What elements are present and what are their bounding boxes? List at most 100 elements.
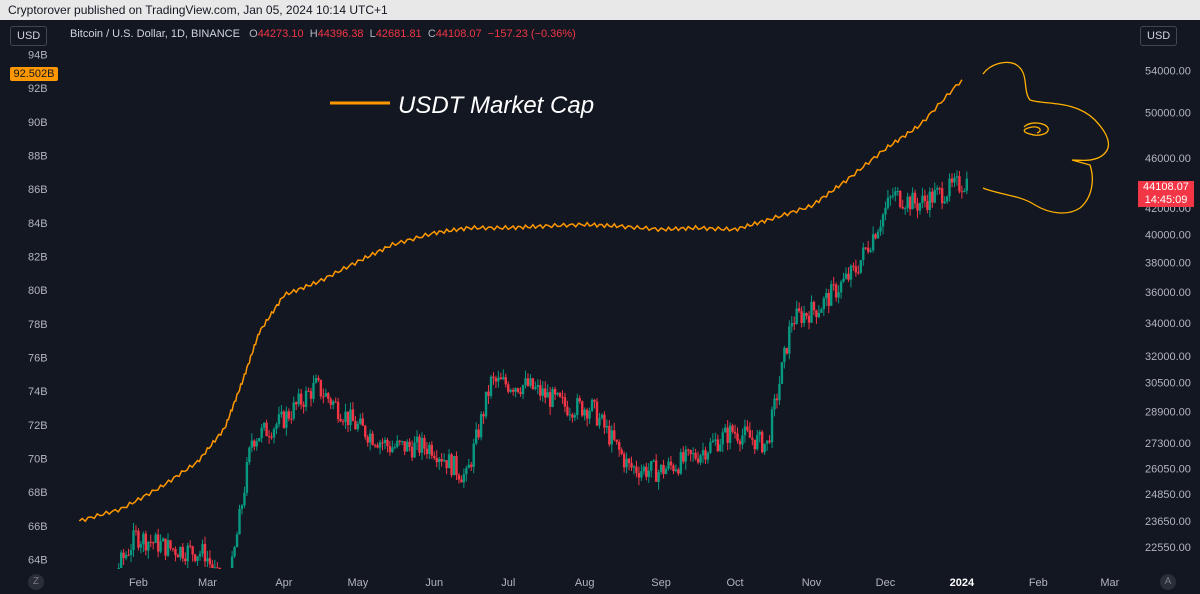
symbol-legend: Bitcoin / U.S. Dollar, 1D, BINANCE O4427… bbox=[70, 28, 576, 40]
candle-body bbox=[122, 552, 125, 559]
candle-body bbox=[129, 550, 133, 556]
btc-candles bbox=[117, 170, 969, 569]
candle-body bbox=[780, 362, 784, 384]
zoom-icon[interactable]: Z bbox=[28, 574, 44, 590]
candle-body bbox=[233, 547, 236, 557]
candle-body bbox=[484, 391, 488, 417]
right-axis-currency-tag[interactable]: USD bbox=[1140, 26, 1178, 46]
candle-body bbox=[349, 409, 352, 426]
candle-body bbox=[617, 441, 621, 450]
candle-body bbox=[652, 460, 655, 462]
candle-body bbox=[487, 391, 490, 396]
candle-body bbox=[669, 461, 673, 466]
candle-body bbox=[356, 423, 360, 430]
candle-body bbox=[933, 189, 936, 203]
left-tick-label: 78B bbox=[28, 319, 48, 331]
low-label: L bbox=[369, 28, 376, 40]
right-tick-label: 46000.00 bbox=[1145, 153, 1191, 165]
candle-body bbox=[899, 190, 902, 207]
symbol-name[interactable]: Bitcoin / U.S. Dollar, 1D, BINANCE bbox=[70, 28, 240, 40]
candle-body bbox=[502, 377, 505, 380]
candle-body bbox=[805, 313, 808, 316]
candle-body bbox=[635, 466, 638, 473]
candle-body bbox=[696, 458, 700, 463]
candle-body bbox=[598, 418, 601, 426]
candle-body bbox=[593, 399, 596, 402]
candle-body bbox=[438, 458, 441, 463]
candle-body bbox=[435, 458, 438, 463]
candle-body bbox=[186, 545, 189, 562]
candle-body bbox=[760, 431, 764, 453]
candle-body bbox=[677, 469, 680, 474]
candle-body bbox=[270, 436, 273, 438]
right-tick-label: 54000.00 bbox=[1145, 66, 1191, 78]
candle-body bbox=[724, 427, 727, 433]
candle-body bbox=[965, 178, 969, 191]
time-tick-label: Nov bbox=[802, 577, 822, 589]
candle-body bbox=[361, 418, 364, 426]
auto-scale-icon[interactable]: A bbox=[1160, 574, 1176, 590]
candle-body bbox=[354, 421, 357, 430]
candle-body bbox=[548, 392, 552, 407]
time-tick-label: Feb bbox=[1029, 577, 1048, 589]
candle-body bbox=[711, 440, 715, 443]
candle-body bbox=[184, 558, 187, 562]
candle-body bbox=[595, 401, 599, 426]
candle-body bbox=[119, 552, 123, 568]
candle-body bbox=[302, 404, 305, 407]
candle-body bbox=[117, 568, 120, 569]
candle-body bbox=[309, 391, 313, 399]
candle-body bbox=[196, 556, 199, 561]
candle-body bbox=[923, 195, 927, 201]
usdt-annotation-text[interactable]: USDT Market Cap bbox=[398, 92, 595, 119]
candle-body bbox=[243, 492, 246, 506]
candle-body bbox=[566, 406, 569, 416]
candle-body bbox=[477, 429, 480, 438]
candle-body bbox=[511, 389, 515, 392]
candle-body bbox=[317, 378, 320, 380]
candle-body bbox=[260, 427, 263, 439]
candle-body bbox=[514, 388, 517, 392]
current-price-tag: 44108.07 bbox=[1138, 181, 1194, 194]
candle-body bbox=[430, 444, 434, 456]
candle-body bbox=[785, 347, 789, 354]
candle-body bbox=[250, 440, 254, 448]
camel-eye bbox=[1023, 122, 1049, 136]
candle-body bbox=[728, 425, 732, 443]
candle-body bbox=[388, 445, 392, 453]
candle-body bbox=[790, 323, 793, 327]
candle-body bbox=[743, 426, 747, 436]
candle-body bbox=[334, 401, 337, 403]
candle-body bbox=[896, 190, 899, 192]
left-axis-currency-tag[interactable]: USD bbox=[10, 26, 48, 46]
candle-body bbox=[410, 446, 414, 458]
candle-body bbox=[679, 452, 683, 474]
candle-body bbox=[423, 437, 426, 449]
candle-body bbox=[465, 468, 468, 475]
candle-body bbox=[398, 440, 401, 442]
candle-body bbox=[366, 436, 369, 443]
candle-body bbox=[539, 385, 542, 396]
candle-body bbox=[147, 541, 150, 551]
candle-body bbox=[507, 384, 510, 392]
time-tick-label: Jul bbox=[501, 577, 515, 589]
candle-body bbox=[152, 542, 155, 544]
candle-body bbox=[958, 176, 961, 192]
right-tick-label: 28900.00 bbox=[1145, 407, 1191, 419]
candle-body bbox=[783, 347, 786, 363]
candle-body bbox=[945, 196, 949, 202]
candle-body bbox=[285, 411, 288, 428]
candle-body bbox=[201, 543, 204, 554]
candle-body bbox=[516, 388, 520, 393]
candle-body bbox=[206, 558, 209, 562]
candle-body bbox=[179, 546, 182, 558]
time-tick-label: Feb bbox=[129, 577, 148, 589]
candle-body bbox=[765, 440, 769, 444]
candle-body bbox=[793, 323, 796, 325]
candle-body bbox=[245, 462, 249, 493]
time-tick-label: Mar bbox=[1100, 577, 1119, 589]
candle-body bbox=[470, 464, 473, 467]
candle-body bbox=[262, 422, 266, 428]
time-tick-label: Sep bbox=[651, 577, 671, 589]
